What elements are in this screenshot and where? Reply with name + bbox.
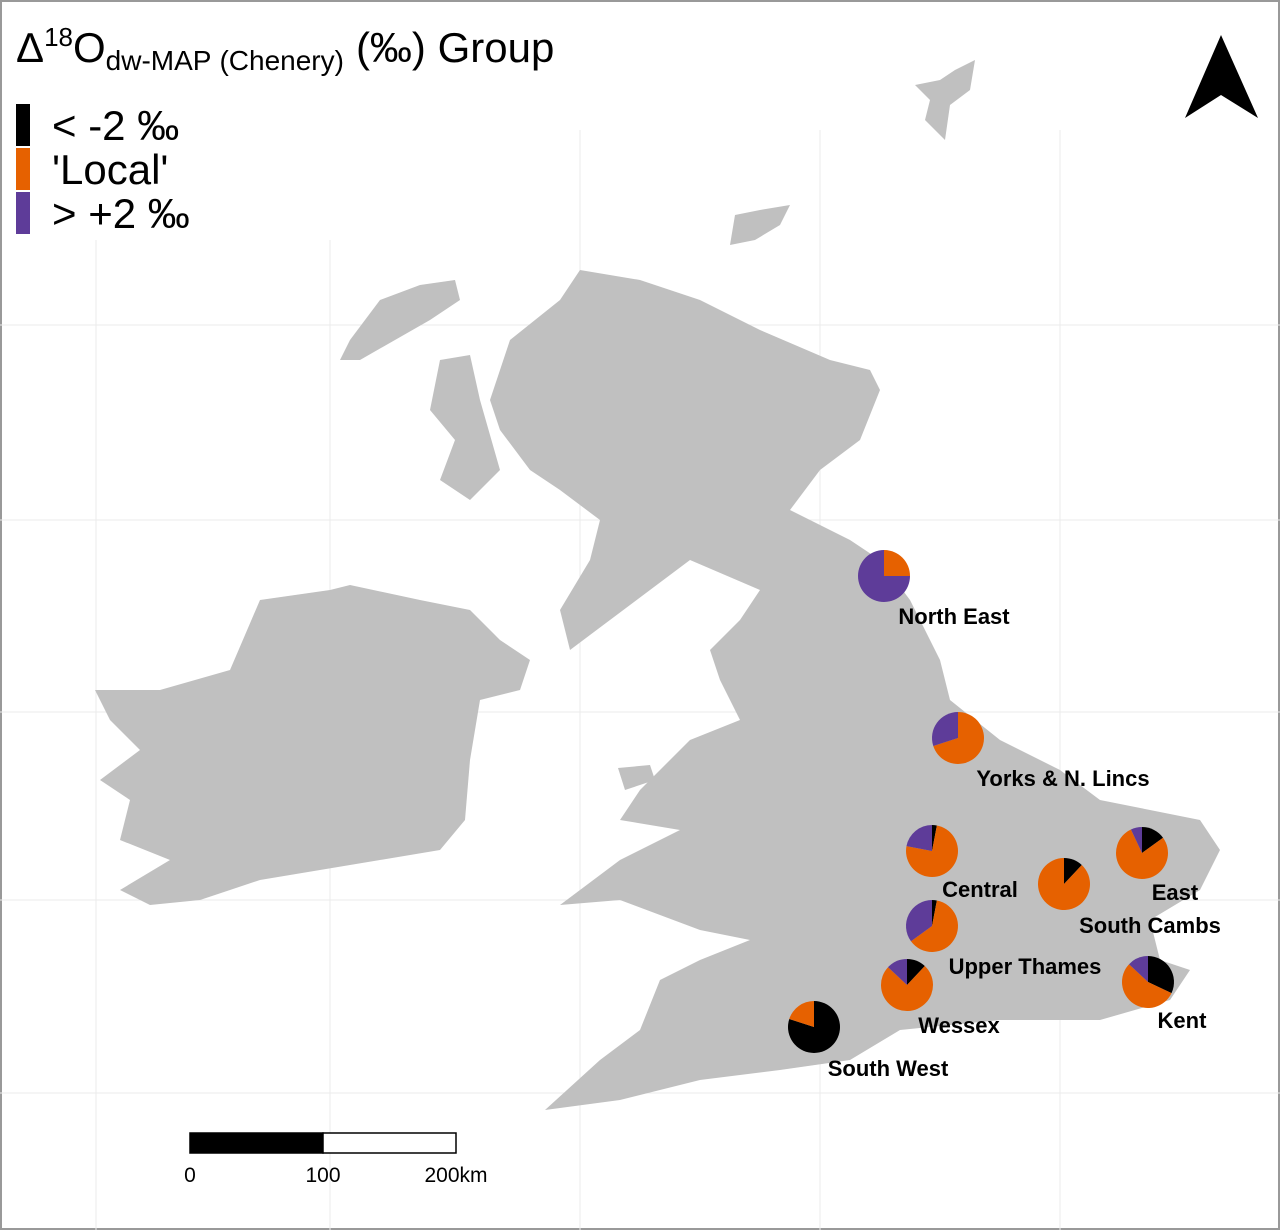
- region-label: South Cambs: [1079, 913, 1221, 938]
- pie-slice: [932, 825, 937, 851]
- legend: < -2 ‰'Local'> +2 ‰: [16, 102, 190, 237]
- region-label: Kent: [1158, 1008, 1208, 1033]
- region-label: Yorks & N. Lincs: [976, 766, 1149, 791]
- pie-slice: [1142, 827, 1164, 853]
- pie-slice: [1130, 827, 1142, 853]
- legend-swatch: [16, 104, 30, 146]
- pie-slice: [888, 959, 907, 985]
- scale-label: 200km: [424, 1164, 487, 1187]
- legend-swatch: [16, 192, 30, 234]
- title-delta: Δ: [16, 24, 44, 71]
- scale-label: 0: [184, 1164, 196, 1187]
- inner-isles: [430, 355, 500, 500]
- legend-title: Δ18Odw-MAP (Chenery) (‰) Group: [16, 22, 554, 76]
- pie-slice: [906, 900, 932, 942]
- region-label: South West: [828, 1056, 949, 1081]
- region-label: Upper Thames: [949, 954, 1102, 979]
- pie-slice: [1148, 956, 1174, 994]
- title-sub2: (Chenery): [219, 45, 343, 76]
- isle-of-man: [618, 765, 655, 790]
- legend-label: > +2 ‰: [52, 190, 190, 237]
- legend-label: 'Local': [52, 146, 168, 193]
- pie-slice: [932, 900, 937, 926]
- pie-slice: [906, 825, 958, 878]
- hebrides: [340, 280, 460, 360]
- title-sub: dw-MAP: [106, 45, 212, 76]
- pie-slice: [1116, 829, 1168, 879]
- land: [95, 60, 1220, 1110]
- pie-slice: [858, 550, 910, 602]
- shetland: [915, 60, 975, 140]
- region-label: Wessex: [918, 1013, 1000, 1038]
- pie-slice: [1037, 858, 1090, 910]
- pie-slice: [881, 966, 933, 1011]
- title-sup: 18: [44, 22, 73, 52]
- pie-slice: [789, 1001, 814, 1027]
- pie-slice: [906, 825, 932, 851]
- pie-slice: [910, 900, 959, 953]
- pie-slice: [933, 712, 985, 765]
- pie-slice: [1129, 956, 1148, 982]
- pie-slice: [1064, 858, 1082, 884]
- pies: North East Yorks & N. Lincs Central Upper T…: [788, 550, 1221, 1081]
- pie-slice: [1121, 964, 1172, 1009]
- region-label: Central: [942, 877, 1018, 902]
- orkney: [730, 205, 790, 245]
- pie-slice: [932, 712, 958, 747]
- scale-bar: 0 100 200km: [184, 1132, 488, 1187]
- north-arrow: [1185, 35, 1258, 118]
- ireland: [95, 585, 530, 905]
- pie-slice: [907, 959, 925, 985]
- title-o: O: [73, 24, 106, 71]
- legend-swatch: [16, 148, 30, 190]
- pie-slice: [884, 550, 910, 576]
- region-label: North East: [898, 604, 1010, 629]
- region-label: East: [1152, 880, 1199, 905]
- scale-label: 100: [305, 1164, 340, 1187]
- legend-label: < -2 ‰: [52, 102, 179, 149]
- title-rest: (‰) Group: [356, 24, 554, 71]
- great-britain: [490, 270, 1220, 1110]
